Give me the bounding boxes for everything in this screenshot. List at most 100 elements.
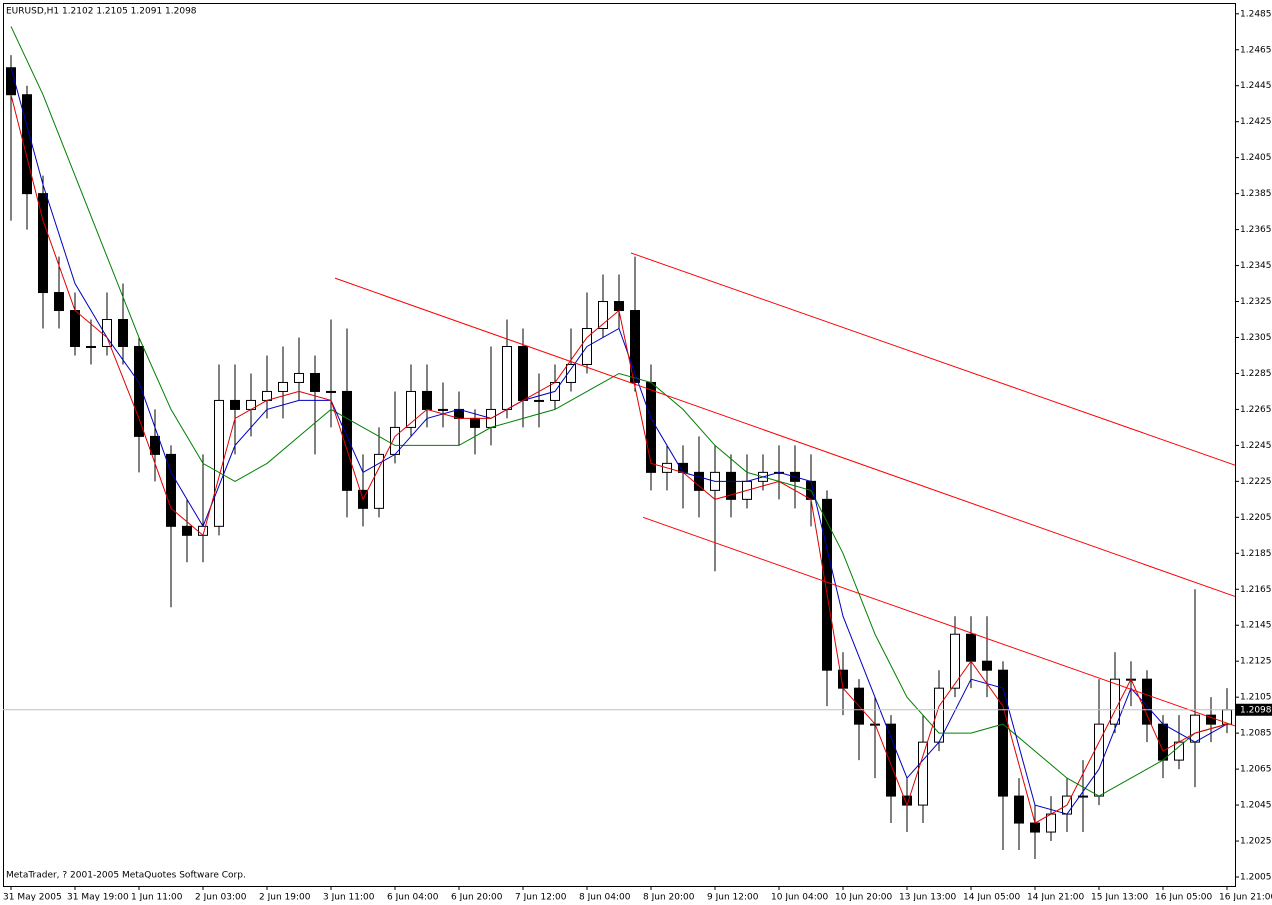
candle-body	[310, 372, 320, 392]
candle-body	[422, 390, 432, 410]
candle-body	[966, 633, 976, 662]
y-tick-label: 1.2165	[1240, 585, 1272, 595]
x-tick-label: 10 Jun 04:00	[771, 893, 828, 902]
candle-body	[86, 345, 96, 348]
y-tick-label: 1.2145	[1240, 621, 1272, 631]
candle-body	[438, 408, 448, 411]
candle-body	[342, 390, 352, 491]
candle-body	[726, 471, 736, 500]
channel-line	[334, 277, 1236, 597]
candle-body	[1142, 678, 1152, 725]
x-tick-label: 9 Jun 12:00	[707, 893, 759, 902]
candle-body	[598, 301, 608, 330]
y-tick-label: 1.2105	[1240, 693, 1272, 703]
candle-body	[326, 390, 336, 393]
candle-body	[182, 525, 192, 536]
candle-body	[1046, 813, 1056, 833]
x-tick-label: 6 Jun 20:00	[451, 893, 503, 902]
candle-body	[150, 435, 160, 455]
candle-body	[950, 633, 960, 689]
y-tick-label: 1.2205	[1240, 513, 1272, 523]
y-tick-label: 1.2345	[1240, 261, 1272, 271]
y-tick-label: 1.2285	[1240, 369, 1272, 379]
y-tick-label: 1.2445	[1240, 81, 1272, 91]
candle-body	[566, 363, 576, 383]
x-tick-label: 15 Jun 13:00	[1091, 893, 1148, 902]
candle-body	[70, 310, 80, 347]
y-tick-label: 1.2305	[1240, 333, 1272, 343]
candle-body	[1078, 795, 1088, 798]
candle-body	[294, 372, 304, 383]
y-tick-label: 1.2045	[1240, 801, 1272, 811]
y-tick-label: 1.2245	[1240, 441, 1272, 451]
candle-body	[822, 498, 832, 671]
moving-average	[10, 67, 1228, 815]
candle-body	[102, 319, 112, 347]
candle-body	[502, 345, 512, 410]
copyright: MetaTrader, ? 2001-2005 MetaQuotes Softw…	[6, 871, 246, 881]
y-tick-label: 1.2405	[1240, 153, 1272, 163]
candle-body	[918, 741, 928, 806]
y-tick-label: 1.2185	[1240, 549, 1272, 559]
x-tick-label: 16 Jun 21:00	[1219, 893, 1272, 902]
candle-body	[694, 471, 704, 491]
candle-body	[54, 292, 64, 312]
x-tick-label: 14 Jun 21:00	[1027, 893, 1084, 902]
y-tick-label: 1.2225	[1240, 477, 1272, 487]
x-tick-label: 16 Jun 05:00	[1155, 893, 1212, 902]
candle-body	[406, 390, 416, 428]
last-price-box	[1236, 703, 1272, 716]
candle-body	[886, 723, 896, 797]
x-tick-label: 31 May 19:00	[67, 893, 129, 902]
candle-body	[534, 399, 544, 402]
chart-title: EURUSD,H1 1.2102 1.2105 1.2091 1.2098	[6, 7, 197, 17]
y-tick-label: 1.2025	[1240, 837, 1272, 847]
candle-body	[1030, 822, 1040, 833]
candle-body	[118, 319, 128, 347]
y-tick-label: 1.2365	[1240, 225, 1272, 235]
channel-line	[642, 516, 1236, 727]
plot-frame	[3, 3, 1236, 887]
candle-body	[1158, 723, 1168, 761]
y-tick-label: 1.2065	[1240, 765, 1272, 775]
channel-line	[630, 252, 1236, 466]
candle-body	[134, 345, 144, 437]
y-tick-label: 1.2125	[1240, 657, 1272, 667]
x-tick-label: 10 Jun 20:00	[835, 893, 892, 902]
x-tick-label: 3 Jun 11:00	[323, 893, 375, 902]
y-tick-label: 1.2465	[1240, 45, 1272, 55]
y-tick-label: 1.2325	[1240, 297, 1272, 307]
x-tick-label: 1 Jun 11:00	[131, 893, 183, 902]
last-price-label: 1.2098	[1240, 705, 1272, 715]
candle-body	[1190, 714, 1200, 743]
candle-body	[998, 669, 1008, 797]
x-tick-label: 31 May 2005	[3, 893, 62, 902]
x-tick-label: 7 Jun 12:00	[515, 893, 567, 902]
y-tick-label: 1.2425	[1240, 117, 1272, 127]
moving-average	[10, 94, 1228, 824]
candle-body	[1174, 741, 1184, 761]
x-tick-label: 8 Jun 04:00	[579, 893, 631, 902]
candle-body	[214, 399, 224, 527]
x-tick-label: 8 Jun 20:00	[643, 893, 695, 902]
candle-body	[518, 345, 528, 401]
candle-body	[982, 660, 992, 671]
x-tick-label: 14 Jun 05:00	[963, 893, 1020, 902]
x-tick-label: 2 Jun 03:00	[195, 893, 247, 902]
x-tick-label: 13 Jun 13:00	[899, 893, 956, 902]
candle-body	[38, 193, 48, 294]
candle-body	[230, 399, 240, 410]
candle-body	[470, 417, 480, 428]
y-tick-label: 1.2005	[1240, 873, 1272, 883]
candle-body	[630, 310, 640, 383]
candle-body	[374, 453, 384, 509]
y-tick-label: 1.2485	[1240, 9, 1272, 19]
candle-body	[1014, 795, 1024, 824]
candle-body	[6, 67, 16, 96]
candle-body	[278, 381, 288, 392]
x-tick-label: 6 Jun 04:00	[387, 893, 439, 902]
y-tick-label: 1.2085	[1240, 729, 1272, 739]
candle-body	[166, 453, 176, 527]
